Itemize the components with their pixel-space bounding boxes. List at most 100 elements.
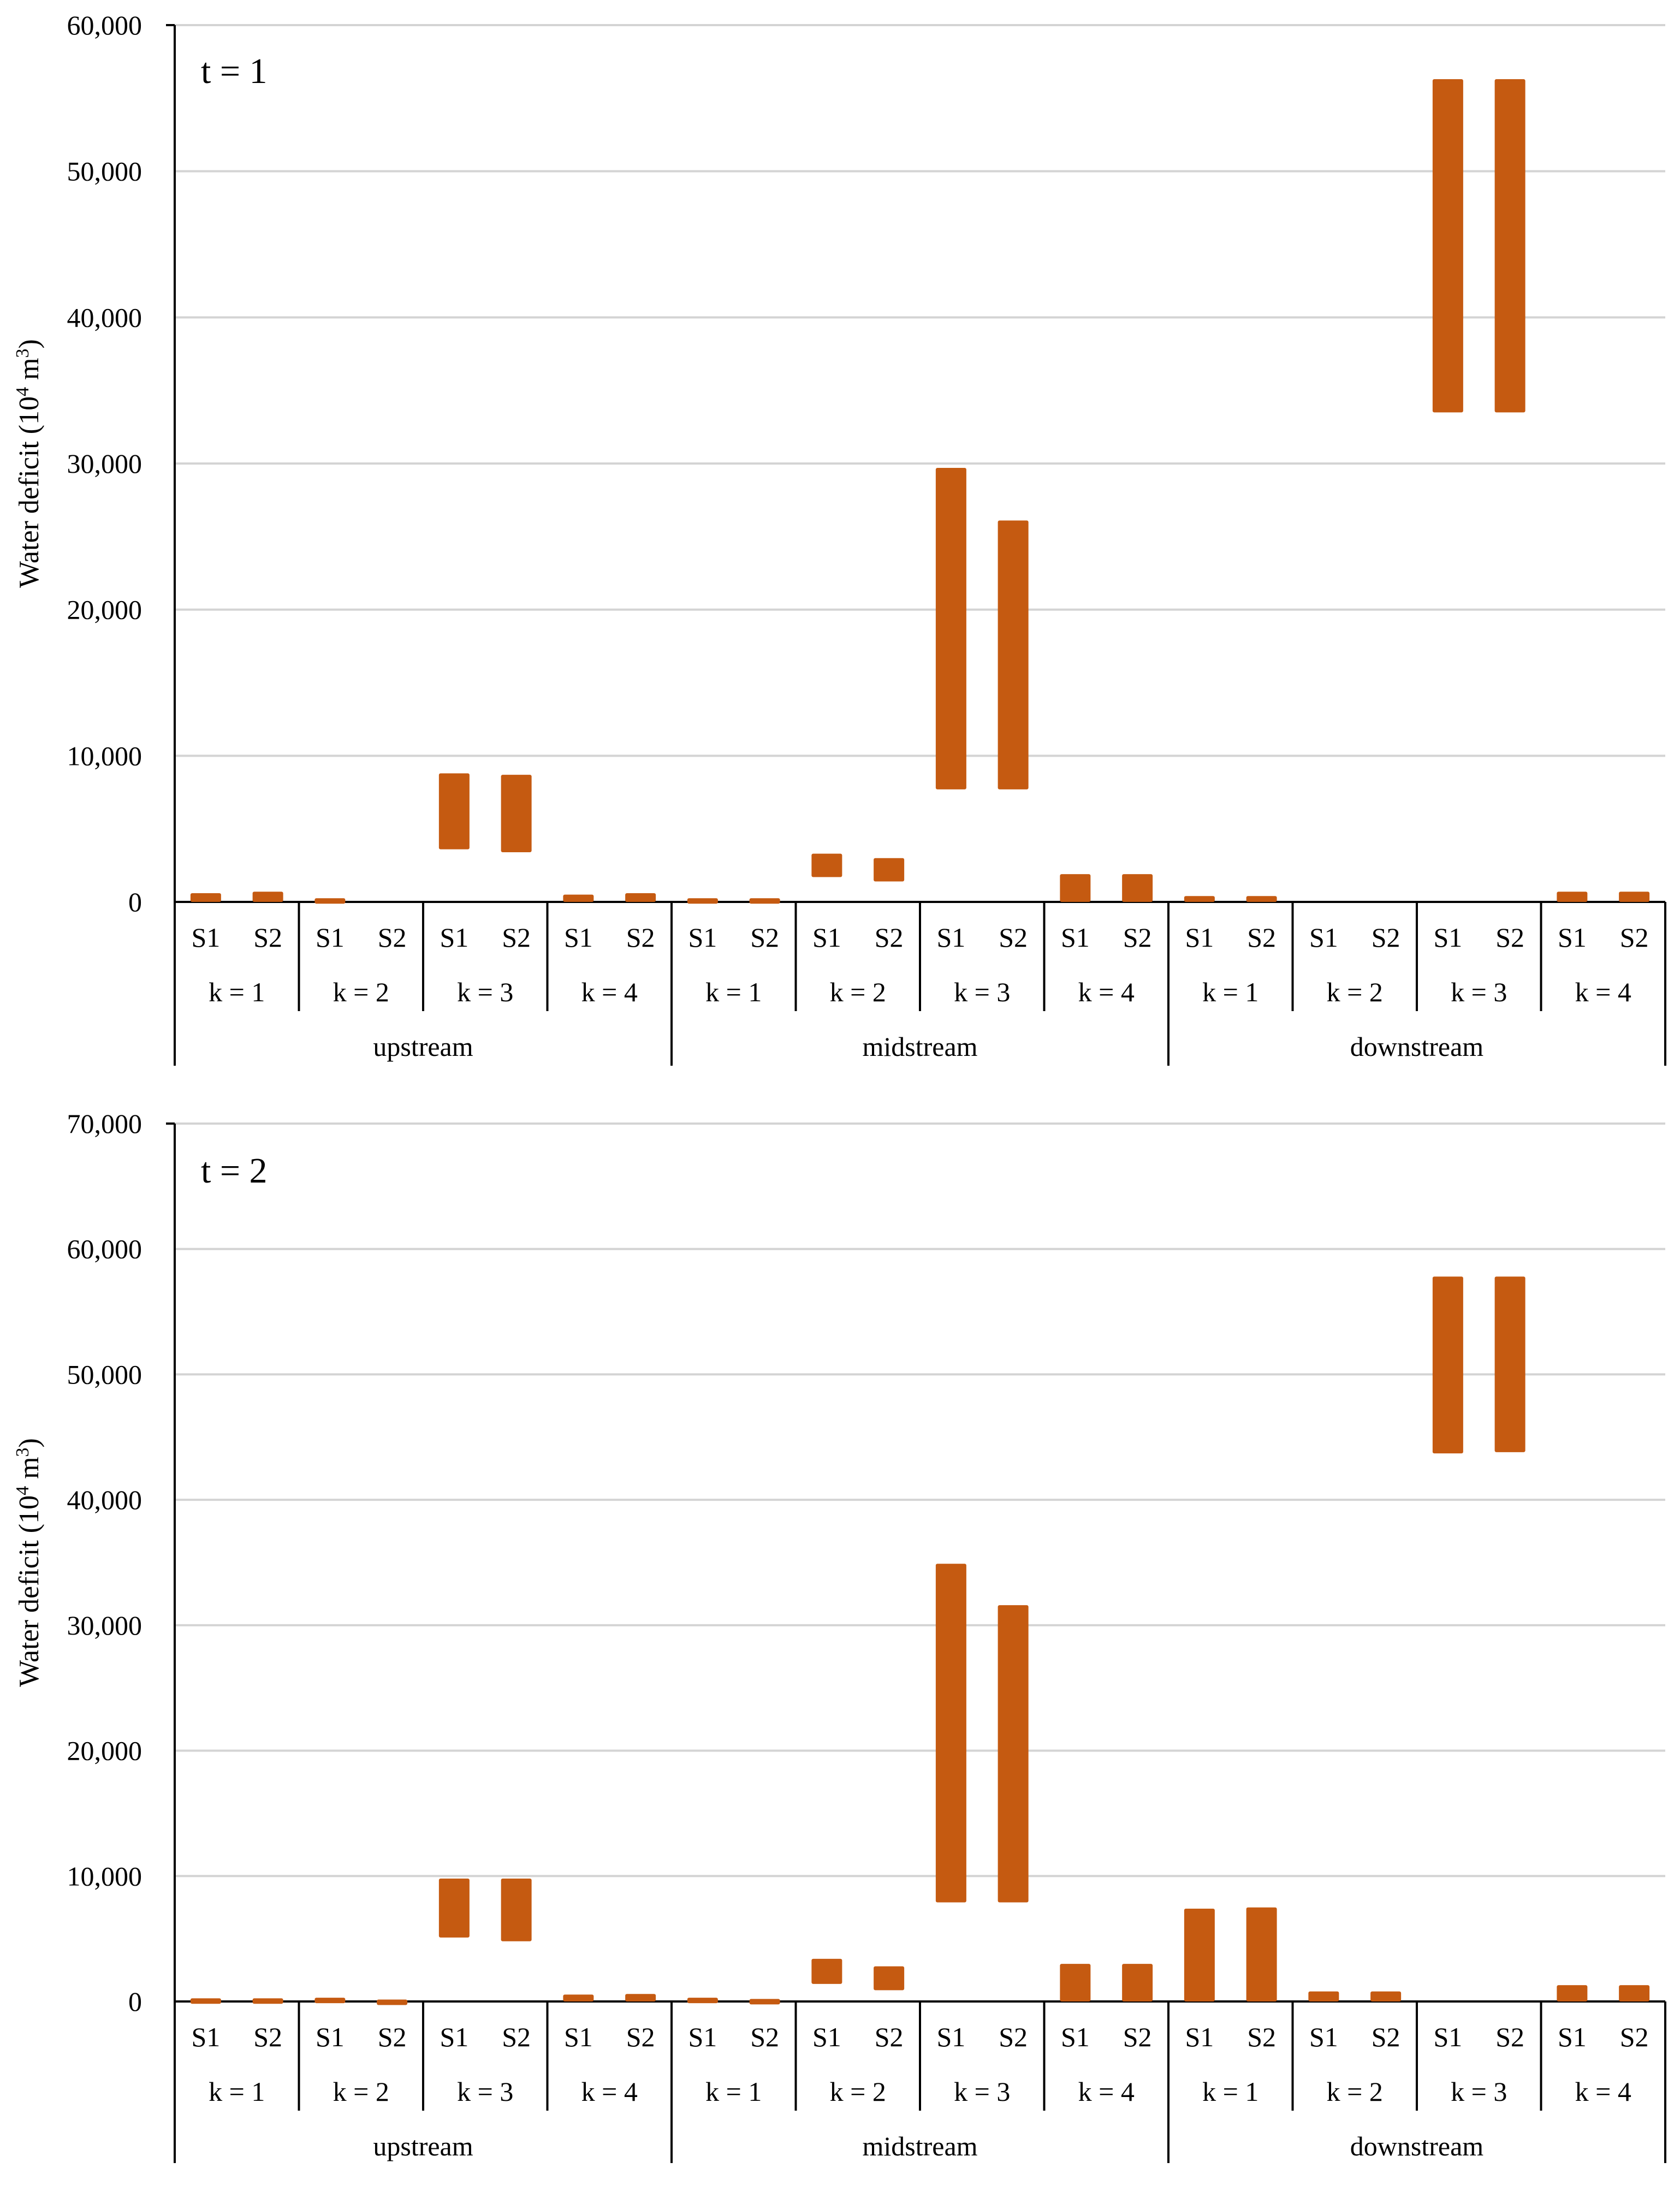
- bar-downstream-k3-s2: [1494, 79, 1525, 413]
- x-k-label: k = 3: [954, 977, 1010, 1007]
- x-scenario-label: S2: [875, 2022, 904, 2052]
- panel-title: t = 1: [201, 51, 268, 91]
- x-scenario-label: S2: [253, 2022, 282, 2052]
- bar-upstream-k3-s2: [501, 775, 532, 852]
- x-k-label: k = 1: [1202, 2076, 1258, 2107]
- y-tick-label: 0: [128, 887, 142, 917]
- bar-upstream-k4-s1: [563, 1994, 594, 2001]
- x-k-label: k = 4: [581, 977, 638, 1007]
- bar-midstream-k3-s1: [935, 468, 966, 789]
- x-scenario-label: S2: [1372, 2022, 1400, 2052]
- y-axis-title: Water deficit (104 m3): [13, 339, 45, 588]
- x-scenario-label: S1: [812, 922, 841, 953]
- x-scenario-label: S2: [1620, 922, 1649, 953]
- x-k-label: k = 4: [1078, 977, 1135, 1007]
- x-scenario-label: S1: [936, 2022, 965, 2052]
- x-scenario-label: S2: [253, 922, 282, 953]
- x-scenario-label: S2: [1123, 922, 1152, 953]
- bar-midstream-k2-s2: [874, 1966, 905, 1991]
- bar-midstream-k3-s2: [998, 520, 1029, 789]
- x-scenario-label: S1: [1309, 922, 1338, 953]
- x-scenario-label: S2: [750, 922, 779, 953]
- x-k-label: k = 2: [830, 2076, 886, 2107]
- x-k-label: k = 4: [1078, 2076, 1135, 2107]
- x-k-label: k = 1: [1202, 977, 1258, 1007]
- y-tick-label: 70,000: [67, 1108, 143, 1139]
- x-scenario-label: S2: [750, 2022, 779, 2052]
- y-axis-title: Water deficit (104 m3): [13, 1438, 45, 1687]
- x-scenario-label: S1: [1433, 922, 1462, 953]
- bar-midstream-k3-s1: [935, 1564, 966, 1903]
- x-region-label: upstream: [373, 1031, 473, 1062]
- bar-midstream-k4-s1: [1060, 874, 1091, 902]
- x-k-label: k = 3: [1451, 2076, 1507, 2107]
- x-scenario-label: S1: [1061, 922, 1090, 953]
- bar-upstream-k3-s2: [501, 1878, 532, 1941]
- x-scenario-label: S2: [626, 2022, 655, 2052]
- bar-downstream-k4-s2: [1619, 892, 1650, 902]
- bar-downstream-k1-s1: [1184, 1909, 1215, 2001]
- x-scenario-label: S2: [1495, 2022, 1524, 2052]
- x-scenario-label: S2: [626, 922, 655, 953]
- bar-midstream-k3-s2: [998, 1605, 1029, 1903]
- bar-upstream-k1-s2: [252, 1998, 283, 2004]
- x-scenario-label: S1: [440, 922, 468, 953]
- x-scenario-label: S1: [812, 2022, 841, 2052]
- y-tick-label: 10,000: [67, 740, 143, 771]
- bar-upstream-k3-s1: [438, 773, 470, 850]
- x-k-label: k = 3: [457, 2076, 513, 2107]
- x-scenario-label: S2: [1372, 922, 1400, 953]
- bar-upstream-k4-s1: [563, 894, 594, 902]
- bar-downstream-k2-s2: [1370, 1991, 1402, 2001]
- x-k-label: k = 1: [209, 977, 265, 1007]
- x-scenario-label: S1: [1433, 2022, 1462, 2052]
- x-k-label: k = 4: [1575, 2076, 1631, 2107]
- x-k-label: k = 3: [954, 2076, 1010, 2107]
- x-scenario-label: S2: [999, 2022, 1028, 2052]
- x-scenario-label: S1: [564, 922, 593, 953]
- x-scenario-label: S1: [1558, 922, 1587, 953]
- x-k-label: k = 2: [1327, 2076, 1383, 2107]
- x-scenario-label: S1: [316, 922, 345, 953]
- y-tick-label: 60,000: [67, 1234, 143, 1264]
- bar-upstream-k4-s2: [625, 1994, 656, 2001]
- x-scenario-label: S1: [1061, 2022, 1090, 2052]
- y-tick-label: 30,000: [67, 448, 143, 479]
- x-k-label: k = 2: [333, 2076, 389, 2107]
- y-tick-label: 30,000: [67, 1610, 143, 1641]
- x-k-label: k = 3: [457, 977, 513, 1007]
- bar-upstream-k4-s2: [625, 893, 656, 902]
- x-region-label: midstream: [862, 2131, 977, 2161]
- bar-upstream-k2-s1: [314, 1998, 346, 2004]
- bar-midstream-k4-s2: [1122, 874, 1153, 902]
- x-scenario-label: S1: [564, 2022, 593, 2052]
- y-tick-label: 20,000: [67, 1736, 143, 1766]
- y-tick-label: 50,000: [67, 156, 143, 187]
- bar-downstream-k4-s2: [1619, 1985, 1650, 2001]
- chart-panel-t1: 0 10,000 20,000 30,000 40,000 50,000 60,000 S1 S…: [13, 10, 1666, 1066]
- x-scenario-label: S2: [378, 922, 407, 953]
- x-scenario-label: S1: [191, 2022, 220, 2052]
- x-k-label: k = 4: [581, 2076, 638, 2107]
- x-scenario-label: S2: [1620, 2022, 1649, 2052]
- bar-midstream-k1-s1: [687, 898, 718, 904]
- bar-downstream-k1-s2: [1246, 1907, 1277, 2001]
- x-scenario-label: S1: [1185, 922, 1214, 953]
- bar-midstream-k4-s2: [1122, 1964, 1153, 2001]
- y-tick-label: 60,000: [67, 10, 143, 40]
- x-k-label: k = 1: [705, 2076, 762, 2107]
- bar-midstream-k2-s2: [874, 858, 905, 882]
- x-scenario-label: S2: [1247, 2022, 1276, 2052]
- y-tick-label: 0: [128, 1986, 142, 2017]
- x-k-label: k = 1: [209, 2076, 265, 2107]
- x-scenario-label: S2: [875, 922, 904, 953]
- bar-downstream-k3-s1: [1432, 1276, 1463, 1454]
- x-region-label: midstream: [862, 1031, 977, 1062]
- bar-upstream-k1-s1: [190, 893, 221, 902]
- x-scenario-label: S1: [936, 922, 965, 953]
- x-scenario-label: S1: [688, 2022, 717, 2052]
- y-tick-label: 50,000: [67, 1359, 143, 1389]
- bar-midstream-k2-s1: [811, 853, 842, 877]
- bar-downstream-k3-s1: [1432, 79, 1463, 413]
